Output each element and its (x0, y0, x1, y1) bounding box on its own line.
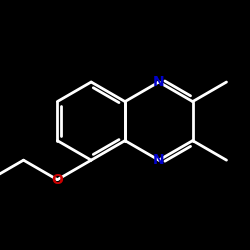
Text: N: N (153, 153, 165, 167)
Text: N: N (153, 75, 165, 89)
Text: O: O (52, 173, 63, 187)
